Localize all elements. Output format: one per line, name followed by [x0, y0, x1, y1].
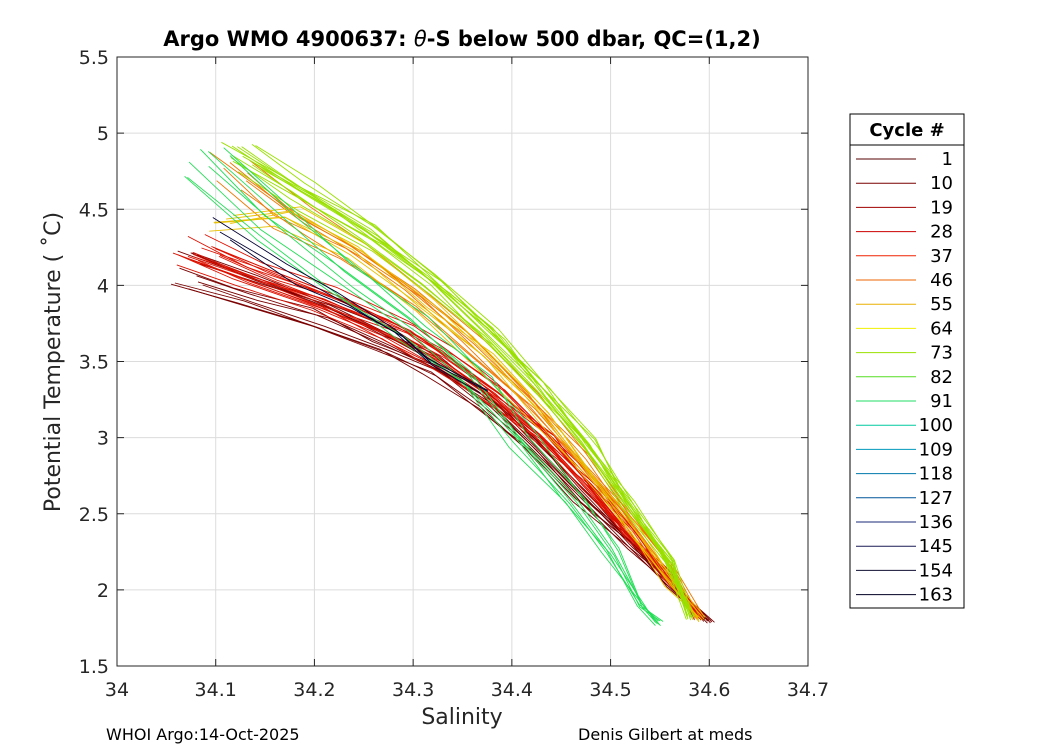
profile-line — [241, 146, 689, 620]
profile-line — [251, 143, 693, 620]
profile-line — [230, 210, 706, 618]
profile-line — [255, 145, 687, 615]
tick-marks — [116, 56, 809, 667]
legend-box — [849, 113, 965, 609]
profile-line — [208, 165, 661, 622]
legend-label: 46 — [930, 270, 953, 291]
y-axis-label: Potential Temperature ( ˚C) — [41, 212, 66, 512]
profile-line — [174, 282, 704, 621]
x-tick-label: 34.6 — [688, 679, 730, 701]
legend-label: 109 — [919, 439, 953, 460]
legend-label: 64 — [930, 318, 953, 339]
legend-label: 28 — [930, 222, 953, 243]
profile-line — [214, 216, 703, 621]
legend-title: Cycle # — [869, 120, 944, 141]
legend-label: 145 — [919, 536, 953, 557]
profile-line — [252, 164, 688, 618]
plot-area — [116, 56, 809, 667]
profile-line — [223, 147, 661, 626]
profile-line — [229, 239, 489, 392]
legend-label: 1 — [942, 149, 953, 170]
profile-line — [212, 217, 489, 391]
chart-title: Argo WMO 4900637: θ-S below 500 dbar, QC… — [163, 27, 760, 51]
footer-date: WHOI Argo:14-Oct-2025 — [106, 725, 300, 744]
profile-line — [176, 264, 703, 616]
legend-label: 136 — [919, 512, 953, 533]
x-tick-labels: 34 34.1 34.2 34.3 34.4 34.5 34.6 34.7 — [105, 679, 829, 701]
legend-entries: 1 10 19 28 37 46 55 64 73 82 91 100 109 118 127 136 145 1… — [856, 149, 953, 606]
chart-title-prefix: Argo WMO 4900637: — [163, 27, 414, 51]
profile-line — [230, 157, 689, 616]
legend-label: 10 — [930, 173, 953, 194]
profile-line — [232, 160, 692, 617]
y-tick-label: 3.5 — [79, 352, 109, 374]
legend-label: 91 — [930, 391, 953, 412]
legend-label: 118 — [919, 464, 953, 485]
x-tick-label: 34.5 — [589, 679, 631, 701]
profile-line — [216, 180, 697, 615]
profile-line — [238, 171, 691, 618]
legend-label: 73 — [930, 343, 953, 364]
legend: Cycle # 1 10 19 28 37 46 55 64 73 82 91 100 109 118 12… — [849, 113, 965, 609]
x-tick-label: 34 — [105, 679, 129, 701]
profile-line — [170, 283, 706, 620]
y-tick-label: 2 — [97, 580, 109, 602]
x-tick-label: 34.7 — [787, 679, 829, 701]
legend-label: 19 — [930, 197, 953, 218]
series-layer — [170, 141, 715, 626]
profile-line — [219, 231, 482, 394]
legend-label: 37 — [930, 246, 953, 267]
legend-label: 154 — [919, 560, 953, 581]
profile-line — [233, 206, 700, 621]
x-tick-label: 34.3 — [392, 679, 434, 701]
legend-label: 100 — [919, 415, 953, 436]
profile-line — [184, 175, 659, 622]
footer-author: Denis Gilbert at meds — [578, 725, 753, 744]
y-tick-label: 2.5 — [79, 504, 109, 526]
legend-label: 127 — [919, 488, 953, 509]
profile-line — [193, 256, 698, 618]
y-tick-label: 1.5 — [79, 656, 109, 678]
x-tick-label: 34.1 — [195, 679, 237, 701]
legend-label: 163 — [919, 585, 953, 606]
chart-title-theta: θ — [414, 27, 427, 51]
x-tick-label: 34.2 — [293, 679, 335, 701]
y-tick-label: 4 — [97, 275, 109, 297]
x-tick-label: 34.4 — [491, 679, 533, 701]
x-axis-label: Salinity — [421, 705, 502, 730]
y-tick-label: 4.5 — [79, 199, 109, 221]
y-tick-label: 5.5 — [79, 47, 109, 69]
y-tick-label: 5 — [97, 123, 109, 145]
profile-line — [188, 161, 656, 622]
chart-title-suffix: -S below 500 dbar, QC=(1,2) — [427, 27, 761, 51]
legend-label: 82 — [930, 367, 953, 388]
y-tick-labels: 1.5 2 2.5 3 3.5 4 4.5 5 5.5 — [79, 47, 109, 678]
profile-line — [187, 176, 664, 622]
legend-label: 55 — [930, 294, 953, 315]
y-tick-label: 3 — [97, 428, 109, 450]
